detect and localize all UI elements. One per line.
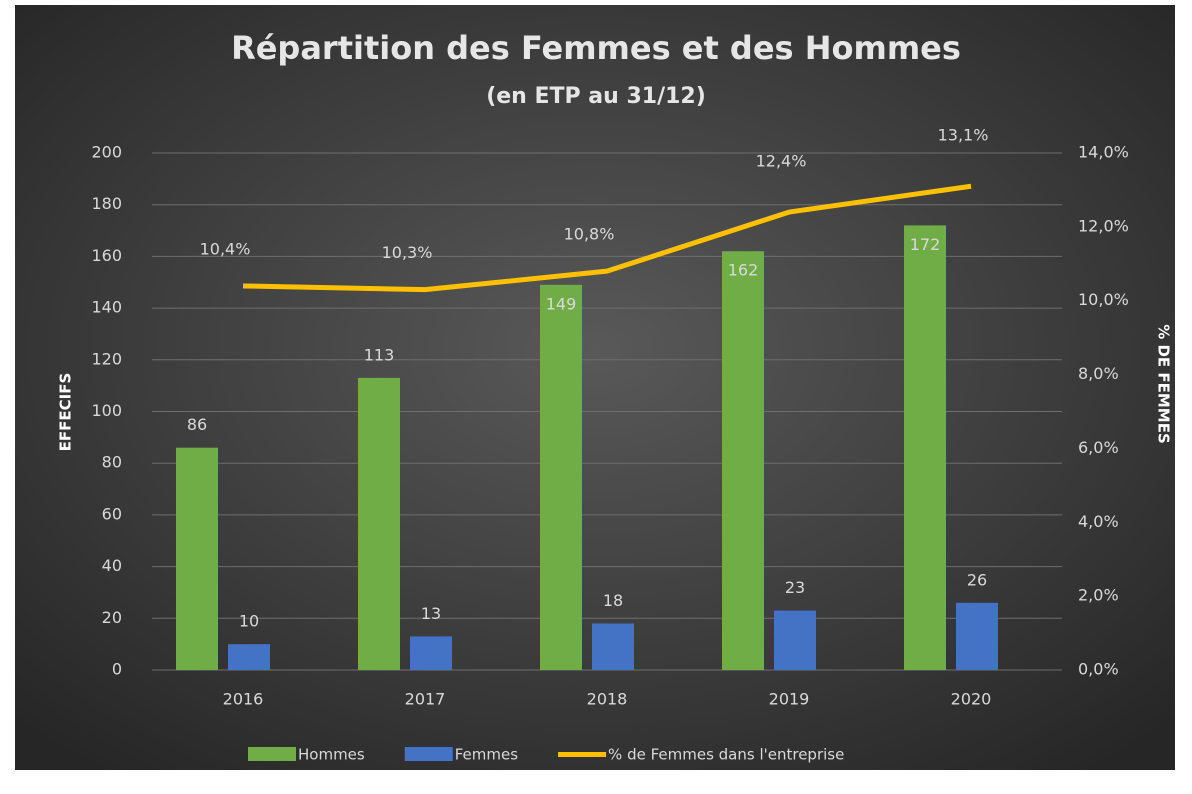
y-tick-label: 180 — [91, 194, 122, 213]
y-tick-label: 0 — [112, 660, 122, 679]
y-axis-label: EFFECIFS — [57, 373, 75, 452]
y2-axis-label: % DE FEMMES — [1155, 324, 1173, 444]
bar — [228, 644, 270, 670]
line-label: 10,8% — [564, 225, 615, 244]
y2-tick-label: 10,0% — [1078, 290, 1129, 309]
y2-tick-label: 4,0% — [1078, 512, 1119, 531]
y-tick-label: 200 — [91, 143, 122, 162]
legend-swatch — [558, 752, 607, 757]
bar-label: 13 — [421, 604, 441, 623]
y-tick-label: 20 — [102, 608, 122, 627]
bar — [540, 284, 582, 670]
legend-label: Femmes — [455, 746, 518, 764]
chart-subtitle: (en ETP au 31/12) — [486, 84, 706, 109]
bar — [358, 377, 400, 670]
x-tick-label: 2016 — [223, 690, 264, 709]
line-label: 12,4% — [756, 152, 807, 171]
x-tick-label: 2017 — [405, 690, 446, 709]
bar-label: 18 — [603, 591, 623, 610]
y2-tick-label: 6,0% — [1078, 438, 1119, 457]
bar — [592, 623, 634, 670]
bar — [956, 602, 998, 670]
bar — [410, 636, 452, 670]
x-tick-label: 2019 — [769, 690, 810, 709]
legend-label: % de Femmes dans l'entreprise — [608, 746, 844, 764]
chart-title: Répartition des Femmes et des Hommes — [231, 29, 961, 67]
y2-tick-label: 14,0% — [1078, 143, 1129, 162]
y-tick-label: 160 — [91, 246, 122, 265]
y2-tick-label: 12,0% — [1078, 216, 1129, 235]
y-tick-label: 80 — [102, 453, 122, 472]
y-tick-label: 40 — [102, 556, 122, 575]
bar-label: 23 — [785, 578, 805, 597]
bar — [774, 610, 816, 670]
bar-label: 26 — [967, 570, 987, 589]
bar-label: 113 — [364, 345, 395, 364]
bar-label: 149 — [546, 294, 577, 313]
bar-label: 172 — [910, 235, 941, 254]
y2-tick-label: 0,0% — [1078, 660, 1119, 679]
y-tick-label: 100 — [91, 401, 122, 420]
bar — [904, 225, 946, 670]
x-tick-label: 2020 — [951, 690, 992, 709]
line-label: 13,1% — [938, 126, 989, 145]
y2-tick-label: 8,0% — [1078, 364, 1119, 383]
y-tick-label: 60 — [102, 504, 122, 523]
bar-label: 86 — [187, 415, 207, 434]
line-label: 10,4% — [200, 239, 251, 258]
line-label: 10,3% — [382, 243, 433, 262]
bar-label: 10 — [239, 612, 259, 631]
legend-swatch — [404, 747, 453, 761]
y-tick-label: 140 — [91, 298, 122, 317]
legend-swatch — [248, 747, 296, 761]
bar — [176, 447, 218, 670]
bar-label: 162 — [728, 261, 759, 280]
y2-tick-label: 2,0% — [1078, 586, 1119, 605]
line — [242, 183, 972, 293]
x-tick-label: 2018 — [587, 690, 628, 709]
legend-label: Hommes — [298, 746, 365, 764]
y-tick-label: 120 — [91, 349, 122, 368]
bar — [722, 251, 764, 671]
